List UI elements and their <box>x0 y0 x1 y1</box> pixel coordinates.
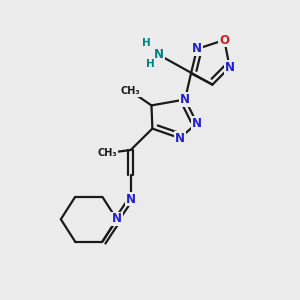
Text: N: N <box>126 193 136 206</box>
Text: H: H <box>142 38 151 48</box>
Text: N: N <box>175 132 185 145</box>
Text: N: N <box>192 42 202 56</box>
Text: H: H <box>146 59 154 69</box>
Text: N: N <box>180 93 190 106</box>
Text: O: O <box>219 34 229 46</box>
Text: N: N <box>192 117 202 130</box>
Text: CH₃: CH₃ <box>121 86 140 96</box>
Text: N: N <box>112 212 122 226</box>
Text: N: N <box>154 48 164 62</box>
Text: N: N <box>225 61 235 74</box>
Text: CH₃: CH₃ <box>98 148 118 158</box>
